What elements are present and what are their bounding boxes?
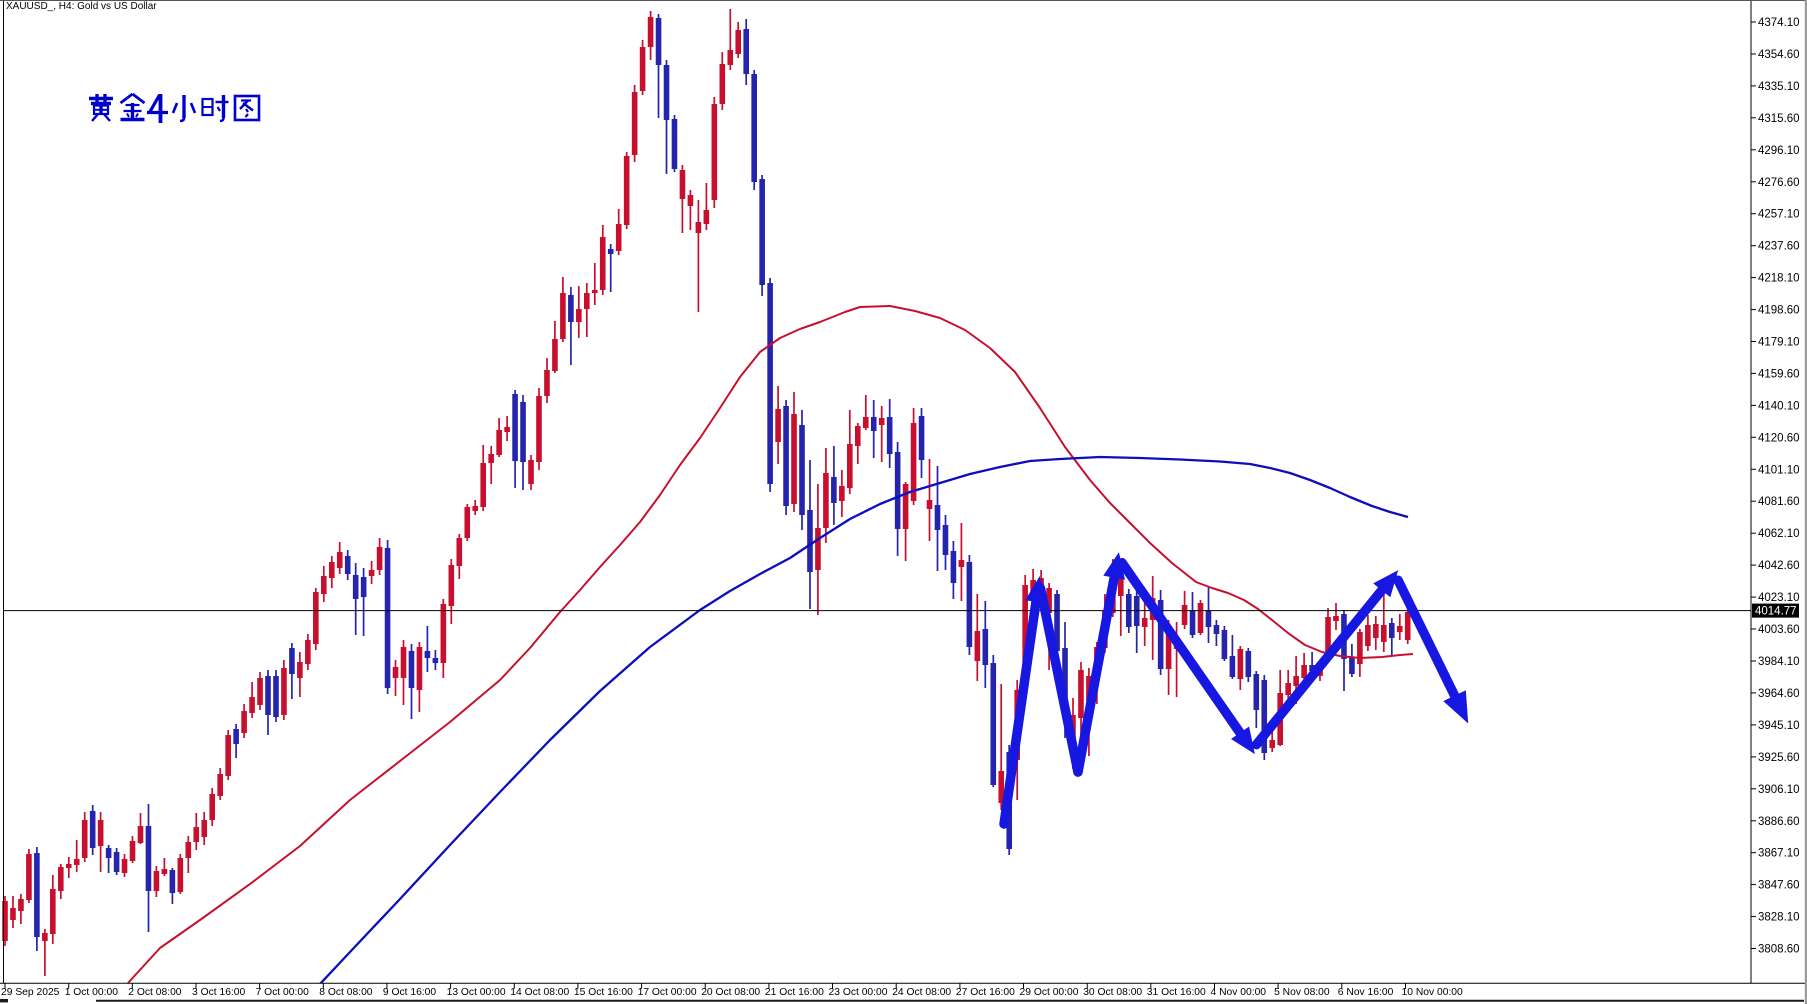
svg-text:23 Oct 00:00: 23 Oct 00:00 bbox=[829, 987, 888, 998]
svg-text:6 Nov 16:00: 6 Nov 16:00 bbox=[1338, 987, 1394, 998]
svg-text:13 Oct 00:00: 13 Oct 00:00 bbox=[447, 987, 506, 998]
svg-text:4315.60: 4315.60 bbox=[1758, 113, 1800, 125]
svg-text:4179.10: 4179.10 bbox=[1758, 337, 1800, 349]
svg-text:4003.60: 4003.60 bbox=[1758, 624, 1800, 636]
svg-text:3886.60: 3886.60 bbox=[1758, 816, 1800, 828]
svg-text:15 Oct 16:00: 15 Oct 16:00 bbox=[574, 987, 633, 998]
svg-text:4335.10: 4335.10 bbox=[1758, 81, 1800, 93]
svg-text:5 Nov 08:00: 5 Nov 08:00 bbox=[1274, 987, 1330, 998]
svg-text:7 Oct 00:00: 7 Oct 00:00 bbox=[256, 987, 310, 998]
svg-text:4042.60: 4042.60 bbox=[1758, 560, 1800, 572]
svg-text:24 Oct 08:00: 24 Oct 08:00 bbox=[892, 987, 951, 998]
svg-text:4276.60: 4276.60 bbox=[1758, 177, 1800, 189]
svg-text:3867.10: 3867.10 bbox=[1758, 848, 1800, 860]
svg-text:3906.10: 3906.10 bbox=[1758, 784, 1800, 796]
svg-text:2 Oct 08:00: 2 Oct 08:00 bbox=[128, 987, 182, 998]
svg-text:3945.10: 3945.10 bbox=[1758, 720, 1800, 732]
svg-text:3847.60: 3847.60 bbox=[1758, 880, 1800, 892]
svg-text:4354.60: 4354.60 bbox=[1758, 49, 1800, 61]
svg-text:20 Oct 08:00: 20 Oct 08:00 bbox=[701, 987, 760, 998]
svg-text:30 Oct 08:00: 30 Oct 08:00 bbox=[1083, 987, 1142, 998]
svg-text:29 Sep 2025: 29 Sep 2025 bbox=[1, 987, 60, 998]
svg-text:10 Nov 00:00: 10 Nov 00:00 bbox=[1402, 987, 1464, 998]
svg-text:17 Oct 00:00: 17 Oct 00:00 bbox=[638, 987, 697, 998]
svg-text:3984.10: 3984.10 bbox=[1758, 656, 1800, 668]
svg-text:1 Oct 00:00: 1 Oct 00:00 bbox=[65, 987, 119, 998]
svg-text:4257.10: 4257.10 bbox=[1758, 209, 1800, 221]
svg-text:14 Oct 08:00: 14 Oct 08:00 bbox=[510, 987, 569, 998]
svg-text:4140.10: 4140.10 bbox=[1758, 400, 1800, 412]
svg-text:4237.60: 4237.60 bbox=[1758, 241, 1800, 253]
svg-text:4159.60: 4159.60 bbox=[1758, 368, 1800, 380]
svg-text:4374.10: 4374.10 bbox=[1758, 17, 1800, 29]
svg-text:XAUUSD_, H4: Gold vs US Dolla: XAUUSD_, H4: Gold vs US Dollar bbox=[6, 1, 157, 12]
svg-text:3964.60: 3964.60 bbox=[1758, 688, 1800, 700]
svg-text:4296.10: 4296.10 bbox=[1758, 145, 1800, 157]
svg-text:3828.10: 3828.10 bbox=[1758, 912, 1800, 924]
svg-text:9 Oct 16:00: 9 Oct 16:00 bbox=[383, 987, 437, 998]
svg-text:27 Oct 16:00: 27 Oct 16:00 bbox=[956, 987, 1015, 998]
svg-text:4023.10: 4023.10 bbox=[1758, 592, 1800, 604]
svg-text:4 Nov 00:00: 4 Nov 00:00 bbox=[1211, 987, 1267, 998]
svg-text:4120.60: 4120.60 bbox=[1758, 432, 1800, 444]
svg-text:4081.60: 4081.60 bbox=[1758, 496, 1800, 508]
svg-text:21 Oct 16:00: 21 Oct 16:00 bbox=[765, 987, 824, 998]
svg-text:3925.60: 3925.60 bbox=[1758, 752, 1800, 764]
svg-text:29 Oct 00:00: 29 Oct 00:00 bbox=[1020, 987, 1079, 998]
svg-text:3 Oct 16:00: 3 Oct 16:00 bbox=[192, 987, 246, 998]
svg-text:3808.60: 3808.60 bbox=[1758, 944, 1800, 956]
svg-text:4218.10: 4218.10 bbox=[1758, 273, 1800, 285]
svg-text:8 Oct 08:00: 8 Oct 08:00 bbox=[319, 987, 373, 998]
svg-text:4014.77: 4014.77 bbox=[1755, 606, 1797, 618]
svg-text:4198.60: 4198.60 bbox=[1758, 305, 1800, 317]
svg-text:4101.10: 4101.10 bbox=[1758, 464, 1800, 476]
svg-text:31 Oct 16:00: 31 Oct 16:00 bbox=[1147, 987, 1206, 998]
svg-text:4062.10: 4062.10 bbox=[1758, 528, 1800, 540]
